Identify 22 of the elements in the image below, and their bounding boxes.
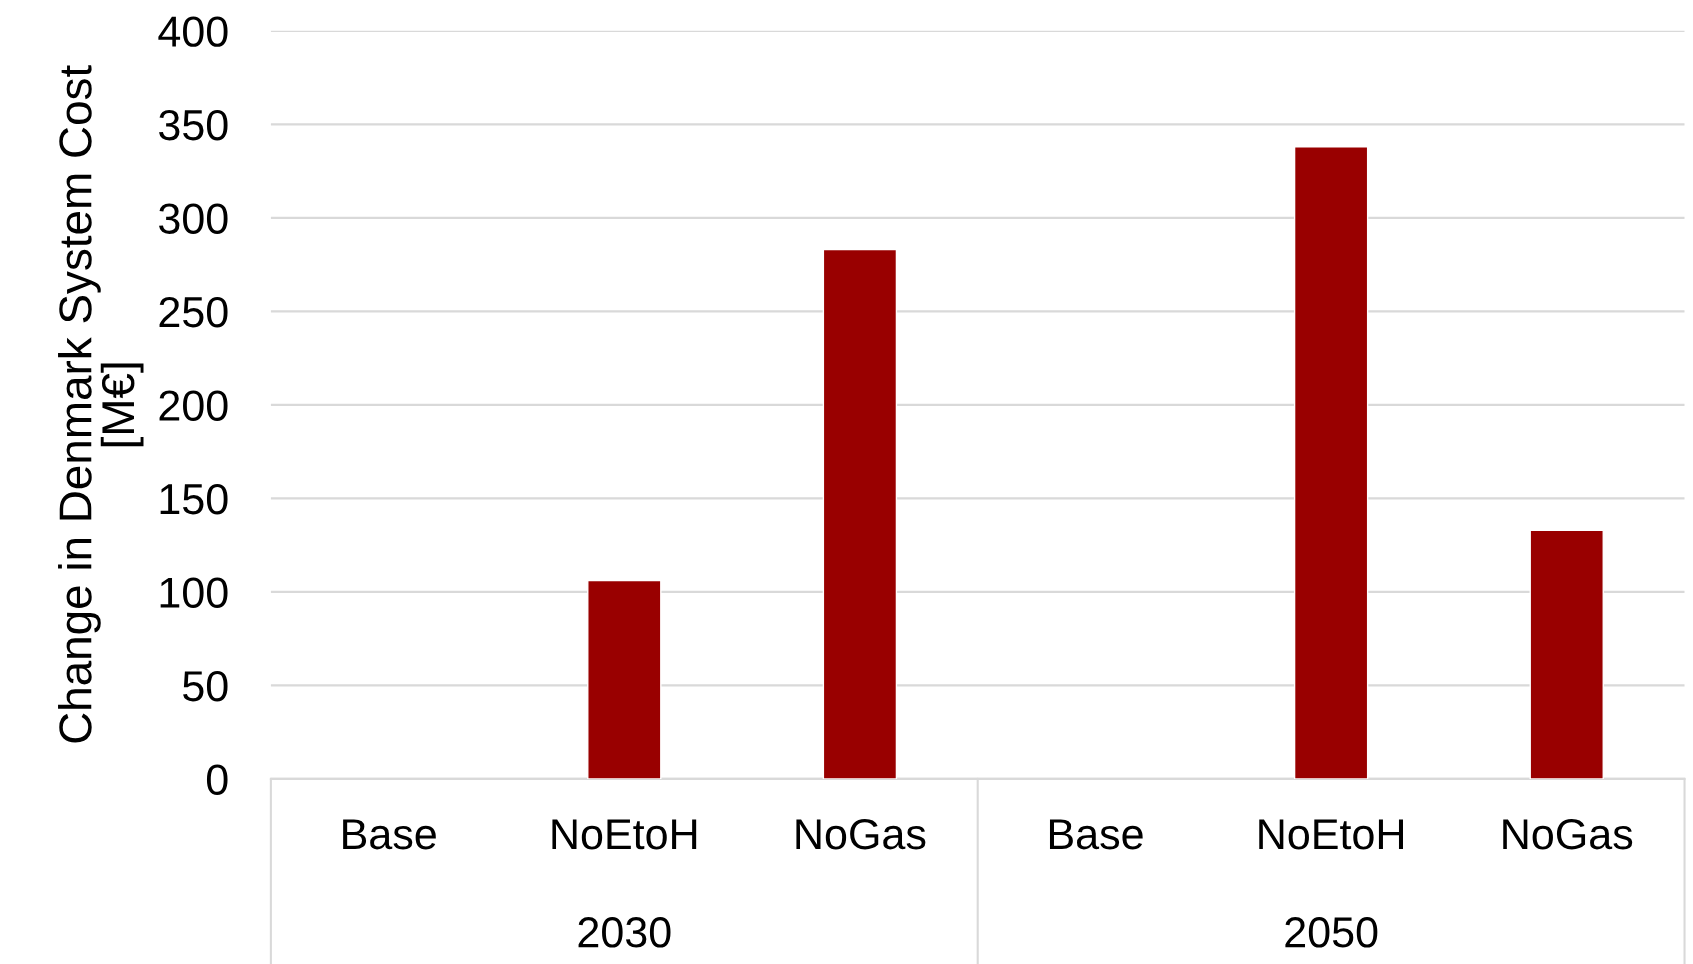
x-tick-label: Base xyxy=(1049,819,1143,850)
x-tick-label: NoEtoH xyxy=(552,819,697,850)
y-tick-label: 400 xyxy=(158,16,228,47)
y-tick-label: 50 xyxy=(183,670,228,702)
y-tick-label: 200 xyxy=(159,390,228,421)
x-tick-label: NoGas xyxy=(1503,818,1633,850)
bar xyxy=(587,579,662,779)
y-tick-label: 300 xyxy=(159,203,228,234)
y-tick-label: 350 xyxy=(159,109,228,141)
bar xyxy=(822,248,898,779)
x-tick-label: NoGas xyxy=(796,818,926,850)
text: 2030 xyxy=(578,917,671,948)
bar xyxy=(1529,529,1604,779)
text: 2050 xyxy=(1285,917,1378,948)
y-axis-title: Change in Denmark System Cost [M€] xyxy=(58,65,144,743)
x-tick-label: Base xyxy=(343,819,436,850)
y-tick-label: 150 xyxy=(160,483,228,515)
y-tick-label: 250 xyxy=(159,296,228,328)
y-tick-label: 100 xyxy=(160,577,228,608)
y-tick-label: 0 xyxy=(206,764,228,795)
bar xyxy=(1293,146,1369,779)
x-tick-label: NoEtoH xyxy=(1259,819,1403,850)
